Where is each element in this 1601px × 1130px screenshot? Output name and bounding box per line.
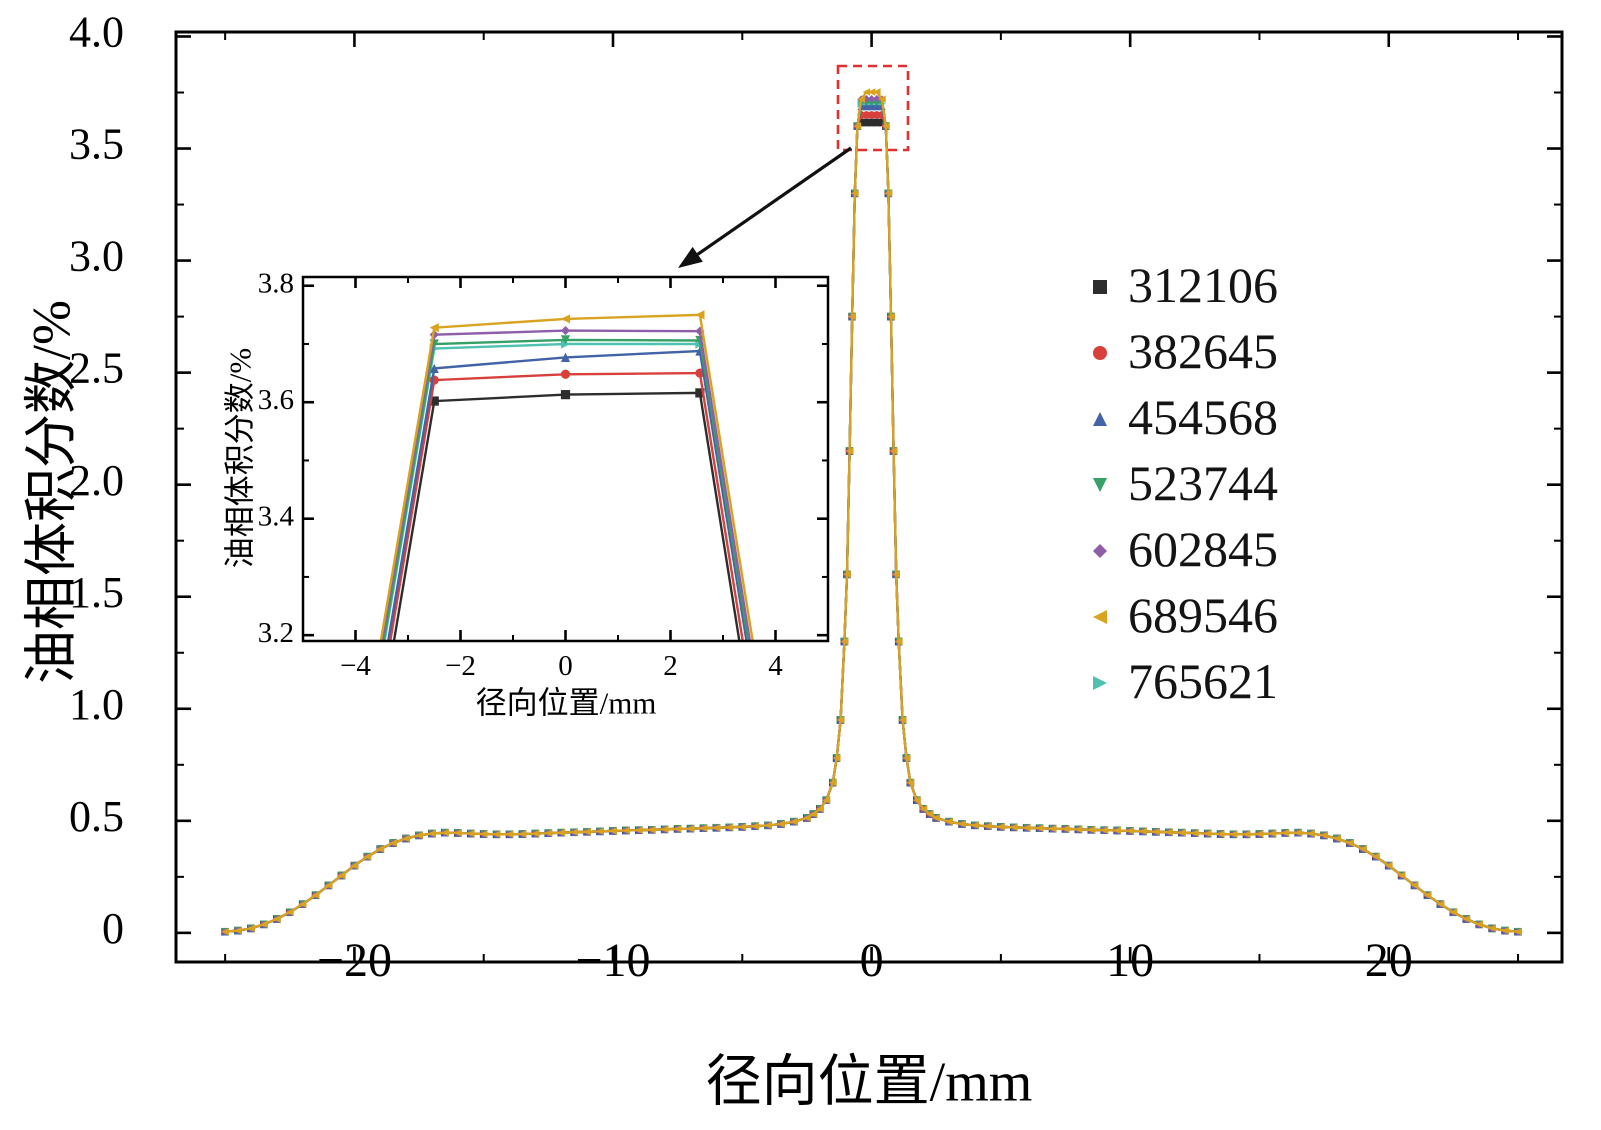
diamond-marker-icon bbox=[1093, 544, 1107, 558]
svg-text:3.8: 3.8 bbox=[258, 267, 294, 299]
legend-item: 689546 bbox=[1086, 582, 1278, 648]
legend-item: 382645 bbox=[1086, 318, 1278, 384]
svg-text:−2: −2 bbox=[445, 650, 476, 682]
legend-item-label: 312106 bbox=[1128, 257, 1278, 313]
svg-text:1.5: 1.5 bbox=[69, 568, 124, 617]
svg-text:2.5: 2.5 bbox=[69, 344, 124, 393]
triangle-down-marker-icon bbox=[1093, 478, 1107, 492]
svg-text:3.0: 3.0 bbox=[69, 232, 124, 281]
legend-item: 765621 bbox=[1086, 648, 1278, 714]
triangle-left-marker-icon bbox=[1093, 610, 1107, 624]
svg-text:−4: −4 bbox=[340, 650, 371, 682]
legend-item-label: 454568 bbox=[1128, 389, 1278, 445]
inset-markers-689546 bbox=[429, 310, 705, 333]
triangle-right-marker-icon bbox=[1093, 676, 1107, 690]
svg-text:4.0: 4.0 bbox=[69, 8, 124, 57]
zoom-arrow bbox=[678, 146, 852, 268]
legend-item-label: 765621 bbox=[1128, 653, 1278, 709]
zoom-region-box bbox=[836, 64, 910, 152]
svg-text:1.0: 1.0 bbox=[69, 680, 124, 729]
svg-text:0: 0 bbox=[102, 904, 124, 953]
inset-series bbox=[379, 310, 754, 641]
legend-item: 523744 bbox=[1086, 450, 1278, 516]
legend-item-label: 382645 bbox=[1128, 323, 1278, 379]
inset-axes: −4 −2 0 2 4 3.2 3.4 3.6 3.8 bbox=[258, 267, 830, 682]
svg-text:3.6: 3.6 bbox=[258, 384, 294, 416]
triangle-up-marker-icon bbox=[1093, 412, 1107, 426]
svg-text:2.0: 2.0 bbox=[69, 456, 124, 505]
svg-text:0.5: 0.5 bbox=[69, 792, 124, 841]
legend-item-label: 523744 bbox=[1128, 455, 1278, 511]
svg-text:3.2: 3.2 bbox=[258, 617, 294, 649]
svg-text:4: 4 bbox=[768, 650, 783, 682]
svg-text:3.5: 3.5 bbox=[69, 120, 124, 169]
legend-item: 454568 bbox=[1086, 384, 1278, 450]
legend-item: 602845 bbox=[1086, 516, 1278, 582]
svg-text:0: 0 bbox=[558, 650, 573, 682]
square-marker-icon bbox=[1093, 280, 1107, 294]
svg-text:3.4: 3.4 bbox=[258, 500, 295, 532]
legend-item-label: 689546 bbox=[1128, 587, 1278, 643]
legend-item: 312106 bbox=[1086, 252, 1278, 318]
main-series bbox=[221, 88, 1522, 936]
svg-text:2: 2 bbox=[663, 650, 678, 682]
circle-marker-icon bbox=[1093, 346, 1107, 360]
legend-item-label: 602845 bbox=[1128, 521, 1278, 577]
series-markers-689546 bbox=[221, 88, 1522, 936]
legend: 312106 382645 454568 523744 602845 689546 7656… bbox=[1086, 252, 1278, 714]
inset-markers-312106 bbox=[429, 388, 705, 406]
